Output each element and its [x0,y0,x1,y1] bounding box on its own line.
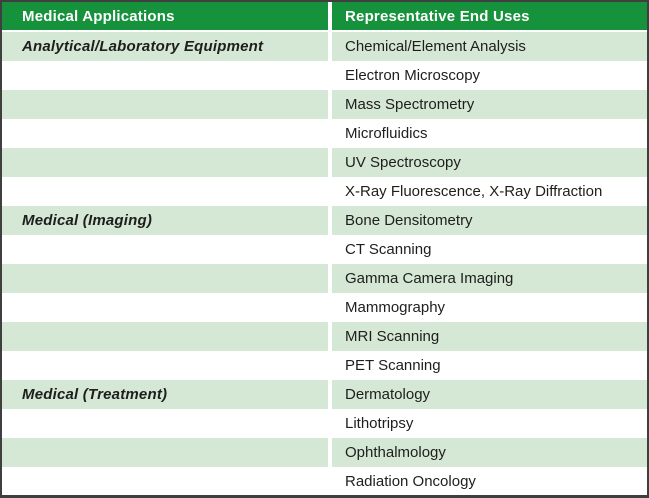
end-use-cell: Bone Densitometry [330,206,647,235]
table-row: Radiation Oncology [2,467,647,495]
table-row: CT Scanning [2,235,647,264]
end-use-cell: Ophthalmology [330,438,647,467]
table-row: X-Ray Fluorescence, X-Ray Diffraction [2,177,647,206]
column-header-medical-applications: Medical Applications [2,2,332,32]
table-row: MRI Scanning [2,322,647,351]
end-use-cell: UV Spectroscopy [330,148,647,177]
empty-cell [2,438,332,467]
table-header-row: Medical Applications Representative End … [2,2,647,32]
empty-cell [2,148,332,177]
table-row: Mass Spectrometry [2,90,647,119]
table-row: Electron Microscopy [2,61,647,90]
table-row: Analytical/Laboratory Equipment Chemical/… [2,31,647,61]
end-use-cell: Lithotripsy [330,409,647,438]
empty-cell [2,467,332,495]
section-title-cell: Analytical/Laboratory Equipment [2,31,332,61]
empty-cell [2,90,332,119]
section-title-cell: Medical (Treatment) [2,380,332,409]
table-row: Lithotripsy [2,409,647,438]
empty-cell [2,293,332,322]
end-use-cell: Electron Microscopy [330,61,647,90]
end-use-cell: Chemical/Element Analysis [330,31,647,61]
table-row: Gamma Camera Imaging [2,264,647,293]
empty-cell [2,235,332,264]
empty-cell [2,177,332,206]
end-use-cell: Mammography [330,293,647,322]
end-use-cell: Gamma Camera Imaging [330,264,647,293]
empty-cell [2,409,332,438]
end-use-cell: Radiation Oncology [330,467,647,495]
column-header-representative-end-uses: Representative End Uses [330,2,647,32]
end-use-cell: X-Ray Fluorescence, X-Ray Diffraction [330,177,647,206]
end-use-cell: MRI Scanning [330,322,647,351]
table-row: Microfluidics [2,119,647,148]
empty-cell [2,351,332,380]
end-use-cell: Microfluidics [330,119,647,148]
end-use-cell: CT Scanning [330,235,647,264]
empty-cell [2,61,332,90]
empty-cell [2,119,332,148]
end-use-cell: PET Scanning [330,351,647,380]
section-title-cell: Medical (Imaging) [2,206,332,235]
empty-cell [2,264,332,293]
table-row: PET Scanning [2,351,647,380]
table-row: Medical (Treatment) Dermatology [2,380,647,409]
table-row: Ophthalmology [2,438,647,467]
table-row: Mammography [2,293,647,322]
empty-cell [2,322,332,351]
table-body: Analytical/Laboratory Equipment Chemical/… [2,31,647,495]
table-row: Medical (Imaging) Bone Densitometry [2,206,647,235]
table-row: UV Spectroscopy [2,148,647,177]
end-use-cell: Mass Spectrometry [330,90,647,119]
end-use-cell: Dermatology [330,380,647,409]
